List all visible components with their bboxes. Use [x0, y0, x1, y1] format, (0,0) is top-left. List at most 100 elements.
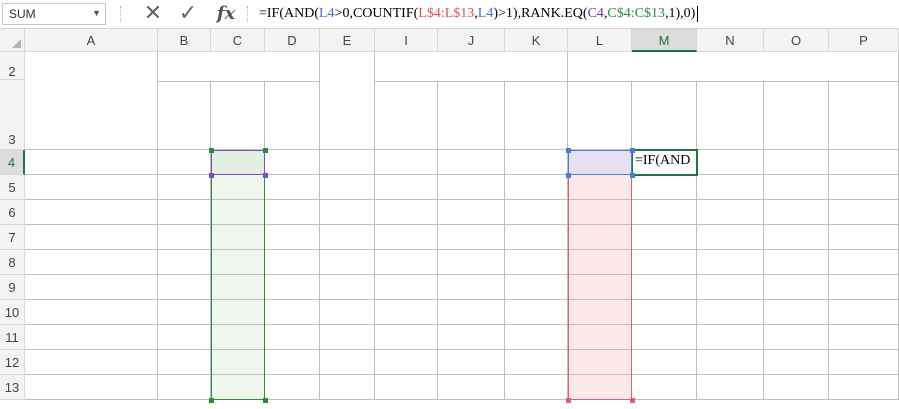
cell-l4[interactable] [568, 150, 632, 175]
cell-n9[interactable] [697, 275, 764, 300]
check-icon[interactable]: ✓ [178, 1, 198, 26]
cell-e9[interactable] [320, 275, 375, 300]
column-header-d[interactable]: D [265, 29, 320, 52]
cell-p13[interactable] [829, 375, 899, 400]
cell-j7[interactable] [438, 225, 505, 250]
cell-d9[interactable] [265, 275, 320, 300]
fx-icon[interactable]: fx [216, 3, 236, 24]
cell-e8[interactable] [320, 250, 375, 275]
cell-i10[interactable] [375, 300, 438, 325]
cell-b10[interactable] [158, 300, 211, 325]
cell-p10[interactable] [829, 300, 899, 325]
cell-l11[interactable] [568, 325, 632, 350]
column-header-k[interactable]: K [505, 29, 568, 52]
column-header-b[interactable]: B [158, 29, 211, 52]
cell-b7[interactable] [158, 225, 211, 250]
cell-e10[interactable] [320, 300, 375, 325]
cell-n11[interactable] [697, 325, 764, 350]
cell-j4[interactable] [438, 150, 505, 175]
column-header-p[interactable]: P [829, 29, 899, 52]
cell-j5[interactable] [438, 175, 505, 200]
cell-i13[interactable] [375, 375, 438, 400]
cell-d10[interactable] [265, 300, 320, 325]
cell-l9[interactable] [568, 275, 632, 300]
row-header-5[interactable]: 5 [0, 175, 25, 200]
cell-n5[interactable] [697, 175, 764, 200]
cell-l7[interactable] [568, 225, 632, 250]
cell-k6[interactable] [505, 200, 568, 225]
row-header-12[interactable]: 12 [0, 350, 25, 375]
row-header-4[interactable]: 4 [0, 150, 25, 175]
cell-p9[interactable] [829, 275, 899, 300]
column-header-j[interactable]: J [438, 29, 505, 52]
cell-p11[interactable] [829, 325, 899, 350]
active-cell-editor[interactable]: =IF(AND [631, 149, 698, 176]
cell-a7[interactable] [25, 225, 158, 250]
cell-e12[interactable] [320, 350, 375, 375]
x-icon[interactable]: ✕ [143, 1, 163, 26]
chevron-down-icon[interactable]: ▼ [92, 8, 101, 18]
cell-i8[interactable] [375, 250, 438, 275]
cell-j6[interactable] [438, 200, 505, 225]
cell-o11[interactable] [764, 325, 829, 350]
column-header-l[interactable]: L [568, 29, 632, 52]
cell-k5[interactable] [505, 175, 568, 200]
row-header-11[interactable]: 11 [0, 325, 25, 350]
cell-c8[interactable] [211, 250, 265, 275]
column-header-a[interactable]: A [25, 29, 158, 52]
cell-m5[interactable] [632, 175, 697, 200]
cell-a8[interactable] [25, 250, 158, 275]
cell-o7[interactable] [764, 225, 829, 250]
cell-c12[interactable] [211, 350, 265, 375]
cell-k7[interactable] [505, 225, 568, 250]
cell-e6[interactable] [320, 200, 375, 225]
cell-l13[interactable] [568, 375, 632, 400]
cell-l6[interactable] [568, 200, 632, 225]
cell-j10[interactable] [438, 300, 505, 325]
cell-e7[interactable] [320, 225, 375, 250]
cell-c5[interactable] [211, 175, 265, 200]
select-all-corner[interactable] [0, 29, 25, 52]
cell-b8[interactable] [158, 250, 211, 275]
cell-a13[interactable] [25, 375, 158, 400]
cell-o6[interactable] [764, 200, 829, 225]
cell-d5[interactable] [265, 175, 320, 200]
cell-a11[interactable] [25, 325, 158, 350]
cell-o10[interactable] [764, 300, 829, 325]
cell-a10[interactable] [25, 300, 158, 325]
cell-e11[interactable] [320, 325, 375, 350]
cell-d13[interactable] [265, 375, 320, 400]
cell-n10[interactable] [697, 300, 764, 325]
cell-i9[interactable] [375, 275, 438, 300]
cell-m6[interactable] [632, 200, 697, 225]
cell-m7[interactable] [632, 225, 697, 250]
row-header-13[interactable]: 13 [0, 375, 25, 400]
cell-i12[interactable] [375, 350, 438, 375]
cell-c6[interactable] [211, 200, 265, 225]
cell-n12[interactable] [697, 350, 764, 375]
row-header-8[interactable]: 8 [0, 250, 25, 275]
cell-p5[interactable] [829, 175, 899, 200]
cell-k4[interactable] [505, 150, 568, 175]
cell-c9[interactable] [211, 275, 265, 300]
cell-b5[interactable] [158, 175, 211, 200]
cell-c11[interactable] [211, 325, 265, 350]
name-box[interactable]: SUM ▼ [2, 3, 106, 25]
column-header-o[interactable]: O [764, 29, 829, 52]
cell-o13[interactable] [764, 375, 829, 400]
cell-b12[interactable] [158, 350, 211, 375]
cell-k13[interactable] [505, 375, 568, 400]
cell-p8[interactable] [829, 250, 899, 275]
column-header-e[interactable]: E [320, 29, 375, 52]
column-header-m[interactable]: M [632, 29, 697, 52]
cell-i6[interactable] [375, 200, 438, 225]
column-header-c[interactable]: C [211, 29, 265, 52]
cell-m11[interactable] [632, 325, 697, 350]
cell-o12[interactable] [764, 350, 829, 375]
row-header-6[interactable]: 6 [0, 200, 25, 225]
cell-m10[interactable] [632, 300, 697, 325]
cell-k8[interactable] [505, 250, 568, 275]
column-header-i[interactable]: I [375, 29, 438, 52]
cell-o5[interactable] [764, 175, 829, 200]
cell-a12[interactable] [25, 350, 158, 375]
